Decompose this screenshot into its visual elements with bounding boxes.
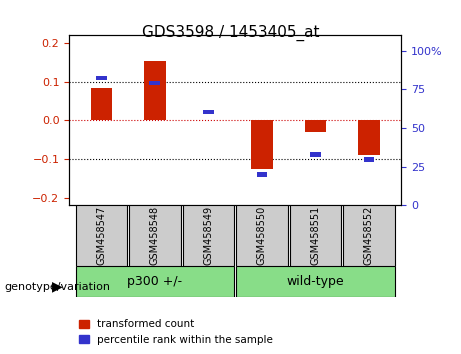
- Text: GSM458549: GSM458549: [203, 206, 213, 265]
- Text: wild-type: wild-type: [287, 275, 344, 288]
- Bar: [90, 87, 112, 120]
- Legend: transformed count, percentile rank within the sample: transformed count, percentile rank withi…: [74, 315, 278, 349]
- FancyBboxPatch shape: [129, 205, 181, 266]
- Text: GSM458551: GSM458551: [310, 206, 320, 265]
- Text: GSM458547: GSM458547: [96, 206, 106, 265]
- FancyBboxPatch shape: [236, 266, 395, 297]
- Bar: [251, 120, 272, 169]
- FancyBboxPatch shape: [343, 205, 395, 266]
- Text: GSM458550: GSM458550: [257, 206, 267, 265]
- Text: GSM458552: GSM458552: [364, 206, 374, 265]
- Bar: [149, 81, 160, 85]
- FancyBboxPatch shape: [236, 205, 288, 266]
- Bar: [144, 61, 165, 120]
- Text: GDS3598 / 1453405_at: GDS3598 / 1453405_at: [142, 25, 319, 41]
- Bar: [305, 120, 326, 132]
- Bar: [358, 120, 380, 155]
- Text: ▶: ▶: [52, 280, 62, 294]
- Text: genotype/variation: genotype/variation: [5, 282, 111, 292]
- Bar: [364, 157, 374, 162]
- Bar: [310, 152, 321, 157]
- Text: GSM458548: GSM458548: [150, 206, 160, 265]
- FancyBboxPatch shape: [76, 266, 234, 297]
- FancyBboxPatch shape: [290, 205, 341, 266]
- Bar: [96, 75, 106, 80]
- FancyBboxPatch shape: [76, 205, 127, 266]
- Text: p300 +/-: p300 +/-: [127, 275, 183, 288]
- Bar: [256, 172, 267, 177]
- Bar: [203, 109, 214, 114]
- FancyBboxPatch shape: [183, 205, 234, 266]
